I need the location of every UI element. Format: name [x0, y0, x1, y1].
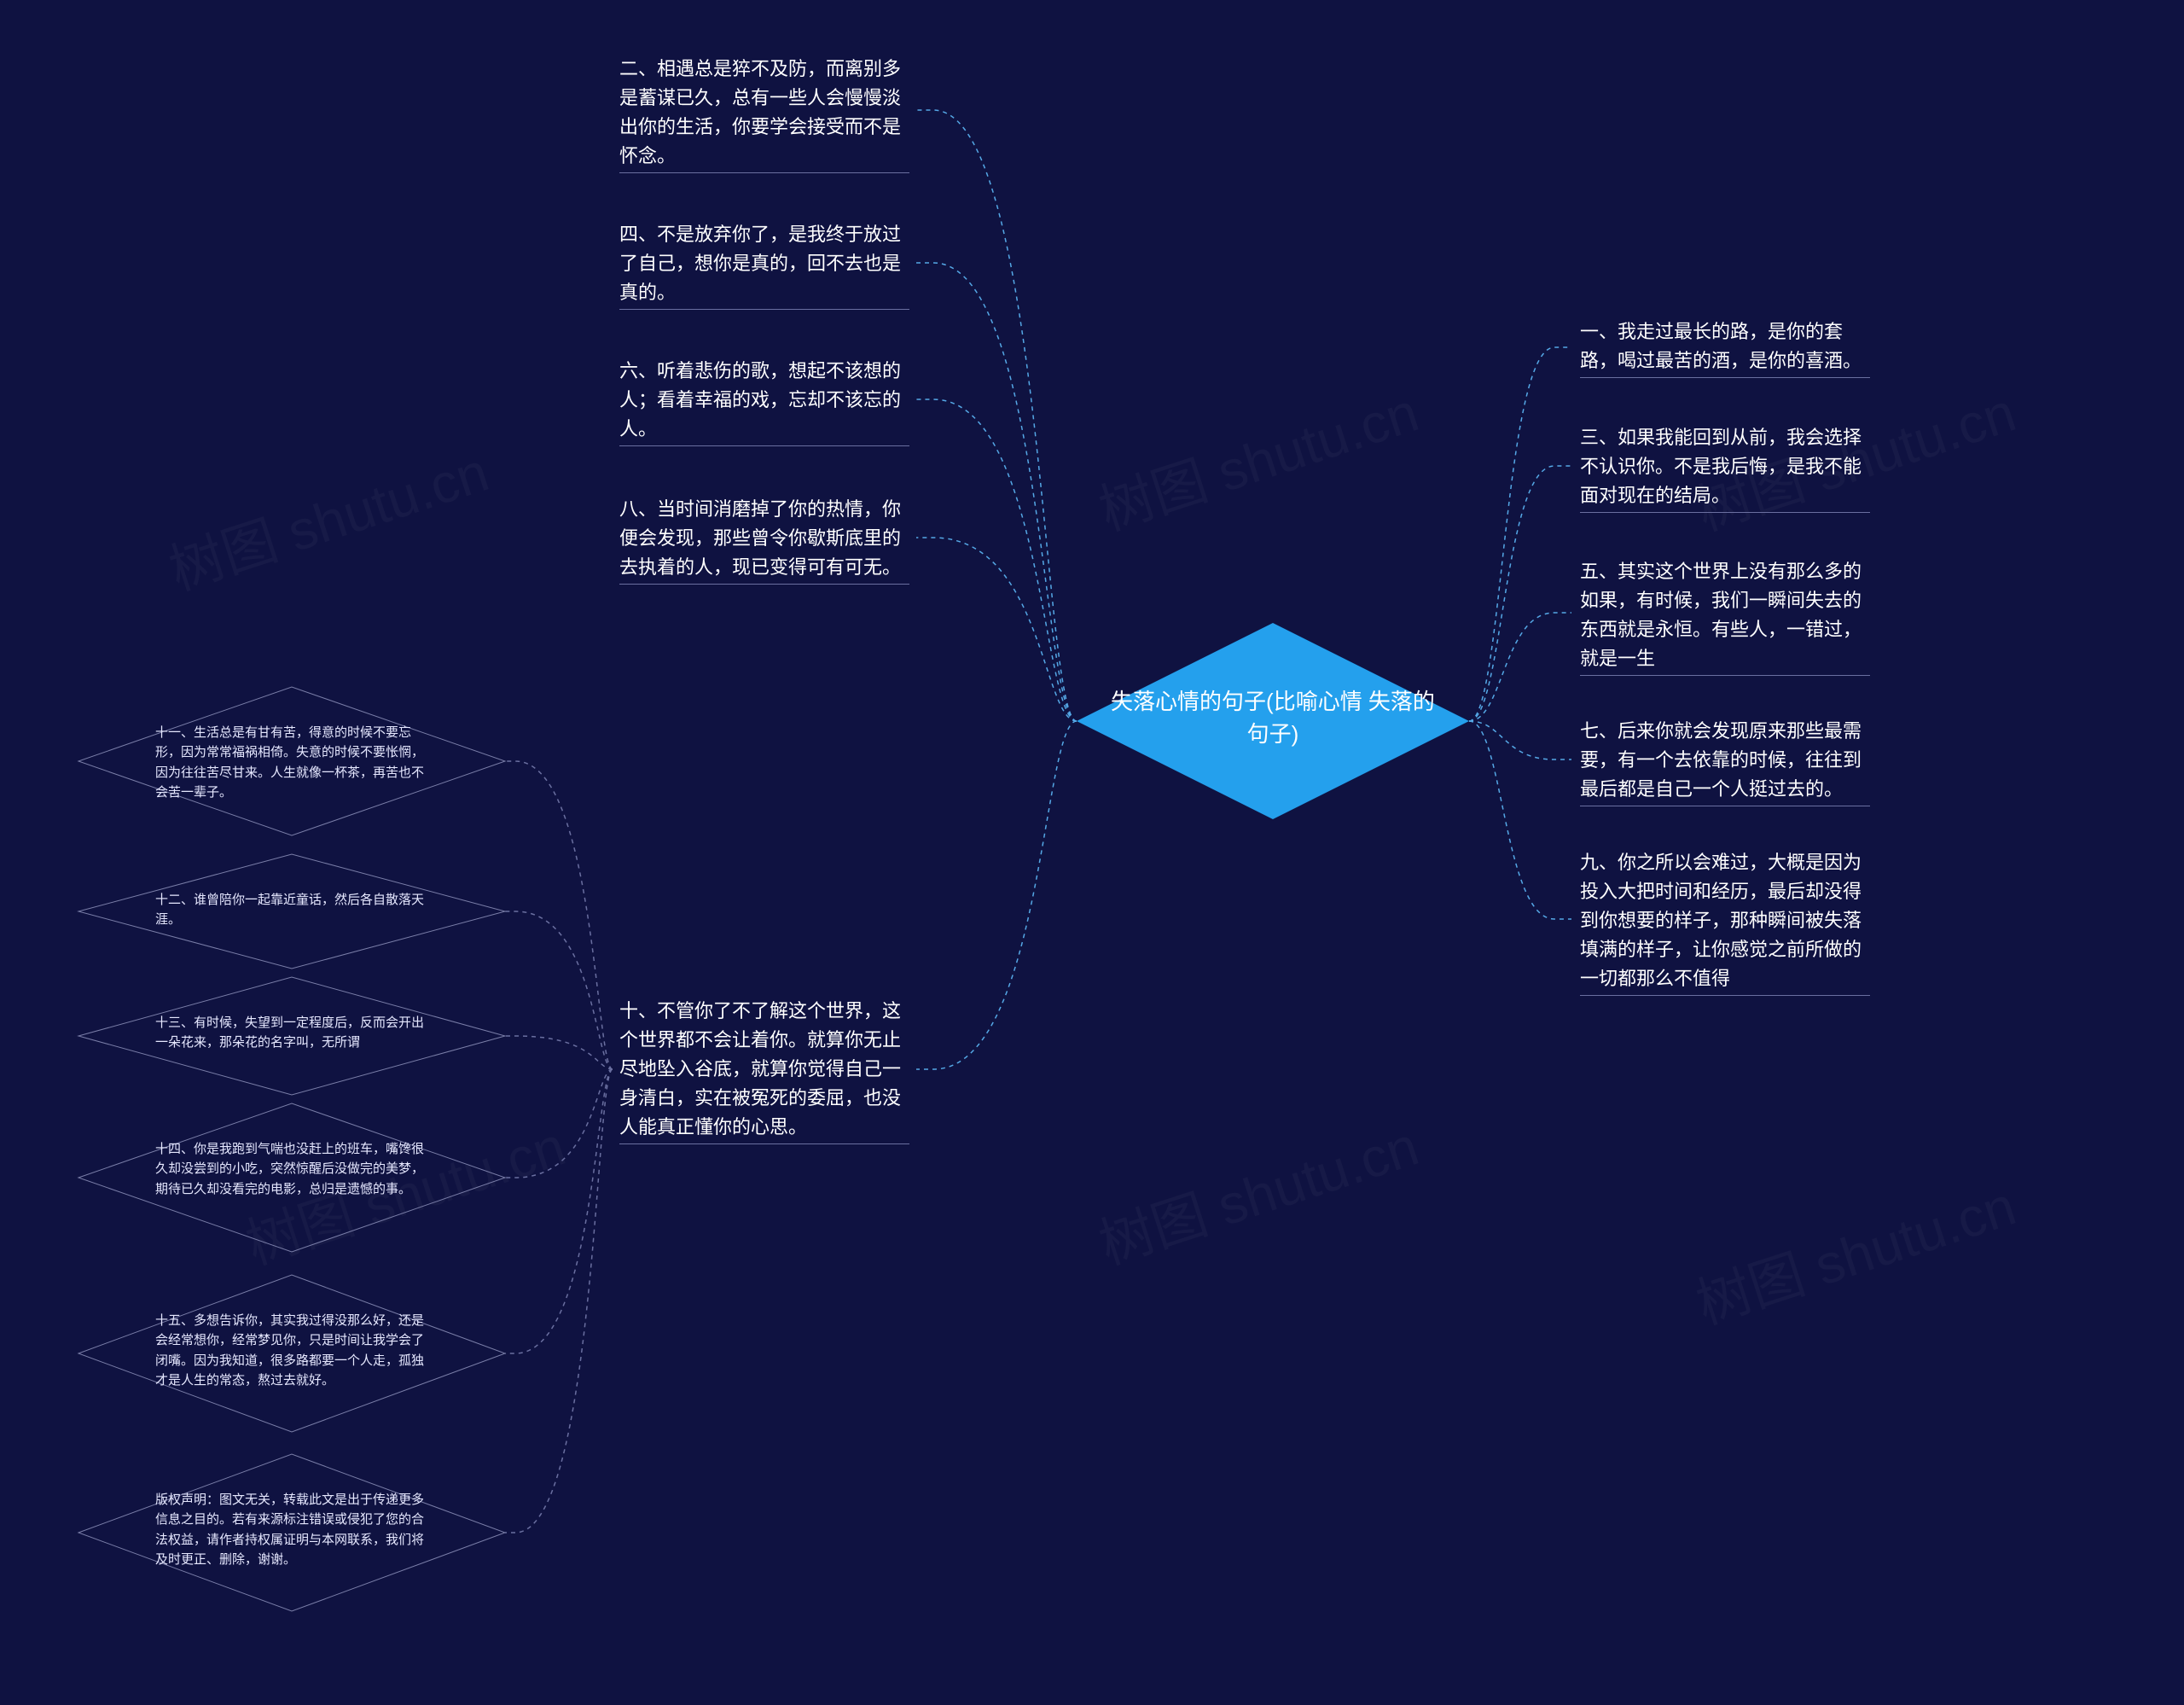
right-node-text: 七、后来你就会发现原来那些最需要，有一个去依靠的时候，往往到最后都是自己一个人挺…	[1580, 717, 1870, 806]
right-node-text: 一、我走过最长的路，是你的套路，喝过最苦的酒，是你的喜酒。	[1580, 317, 1870, 378]
left-top-node-text: 二、相遇总是猝不及防，而离别多是蓄谋已久，总有一些人会慢慢淡出你的生活，你要学会…	[619, 55, 909, 173]
left-top-node: 六、听着悲伤的歌，想起不该想的人；看着幸福的戏，忘却不该忘的人。	[619, 357, 909, 446]
left-top-node: 二、相遇总是猝不及防，而离别多是蓄谋已久，总有一些人会慢慢淡出你的生活，你要学会…	[619, 55, 909, 173]
left-bottom-child: 十五、多想告诉你，其实我过得没那么好，还是会经常想你，经常梦见你，只是时间让我学…	[155, 1311, 428, 1390]
left-bottom-child: 十一、生活总是有甘有苦，得意的时候不要忘形，因为常常福祸相倚。失意的时候不要怅惘…	[155, 723, 428, 802]
left-bottom-child: 版权声明：图文无关，转载此文是出于传递更多信息之目的。若有来源标注错误或侵犯了您…	[155, 1490, 428, 1569]
left-bottom-child-text: 版权声明：图文无关，转载此文是出于传递更多信息之目的。若有来源标注错误或侵犯了您…	[155, 1490, 428, 1569]
right-node: 七、后来你就会发现原来那些最需要，有一个去依靠的时候，往往到最后都是自己一个人挺…	[1580, 717, 1870, 806]
left-bottom-child: 十三、有时候，失望到一定程度后，反而会开出一朵花来，那朵花的名字叫，无所谓	[155, 1013, 428, 1053]
left-top-node-text: 六、听着悲伤的歌，想起不该想的人；看着幸福的戏，忘却不该忘的人。	[619, 357, 909, 446]
left-bottom-parent: 十、不管你了不了解这个世界，这个世界都不会让着你。就算你无止尽地坠入谷底，就算你…	[619, 997, 909, 1144]
left-top-node-text: 四、不是放弃你了，是我终于放过了自己，想你是真的，回不去也是真的。	[619, 220, 909, 310]
right-node: 一、我走过最长的路，是你的套路，喝过最苦的酒，是你的喜酒。	[1580, 317, 1870, 378]
center-node-label: 失落心情的句子(比喻心情 失落的句子)	[1111, 686, 1435, 750]
left-bottom-child-text: 十五、多想告诉你，其实我过得没那么好，还是会经常想你，经常梦见你，只是时间让我学…	[155, 1311, 428, 1390]
left-bottom-parent-text: 十、不管你了不了解这个世界，这个世界都不会让着你。就算你无止尽地坠入谷底，就算你…	[619, 997, 909, 1144]
left-top-node: 四、不是放弃你了，是我终于放过了自己，想你是真的，回不去也是真的。	[619, 220, 909, 310]
left-bottom-child: 十二、谁曾陪你一起靠近童话，然后各自散落天涯。	[155, 890, 428, 930]
right-node-text: 五、其实这个世界上没有那么多的如果，有时候，我们一瞬间失去的东西就是永恒。有些人…	[1580, 557, 1870, 676]
watermark: 树图 shutu.cn	[1088, 1103, 1426, 1279]
watermark: 树图 shutu.cn	[1088, 369, 1426, 545]
left-bottom-child: 十四、你是我跑到气喘也没赶上的班车，嘴馋很久却没尝到的小吃，突然惊醒后没做完的美…	[155, 1139, 428, 1199]
right-node: 九、你之所以会难过，大概是因为投入大把时间和经历，最后却没得到你想要的样子，那种…	[1580, 848, 1870, 996]
left-top-node: 八、当时间消磨掉了你的热情，你便会发现，那些曾令你歇斯底里的去执着的人，现已变得…	[619, 495, 909, 585]
left-bottom-child-text: 十二、谁曾陪你一起靠近童话，然后各自散落天涯。	[155, 890, 428, 930]
right-node: 五、其实这个世界上没有那么多的如果，有时候，我们一瞬间失去的东西就是永恒。有些人…	[1580, 557, 1870, 676]
watermark: 树图 shutu.cn	[1685, 1162, 2024, 1339]
left-top-node-text: 八、当时间消磨掉了你的热情，你便会发现，那些曾令你歇斯底里的去执着的人，现已变得…	[619, 495, 909, 585]
watermark: 树图 shutu.cn	[158, 428, 497, 605]
left-bottom-child-text: 十一、生活总是有甘有苦，得意的时候不要忘形，因为常常福祸相倚。失意的时候不要怅惘…	[155, 723, 428, 802]
right-node: 三、如果我能回到从前，我会选择不认识你。不是我后悔，是我不能面对现在的结局。	[1580, 423, 1870, 513]
left-bottom-child-text: 十四、你是我跑到气喘也没赶上的班车，嘴馋很久却没尝到的小吃，突然惊醒后没做完的美…	[155, 1139, 428, 1199]
right-node-text: 九、你之所以会难过，大概是因为投入大把时间和经历，最后却没得到你想要的样子，那种…	[1580, 848, 1870, 996]
right-node-text: 三、如果我能回到从前，我会选择不认识你。不是我后悔，是我不能面对现在的结局。	[1580, 423, 1870, 513]
left-bottom-child-text: 十三、有时候，失望到一定程度后，反而会开出一朵花来，那朵花的名字叫，无所谓	[155, 1013, 428, 1053]
